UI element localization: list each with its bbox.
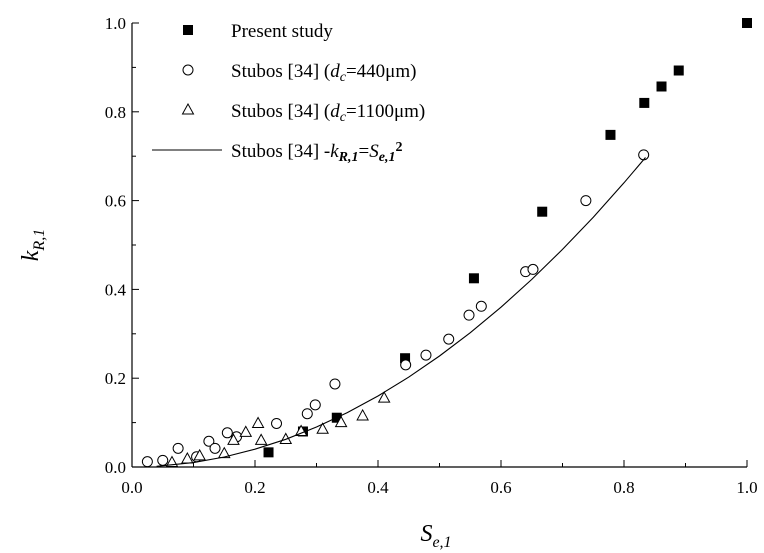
axis-titles: Se,1 kR,1: [18, 229, 452, 551]
legend-label-part: =440μm): [346, 61, 417, 82]
data-point-square: [468, 273, 479, 284]
x-tick-label: 0.0: [121, 478, 142, 497]
data-point-square: [263, 447, 274, 458]
data-point-square: [605, 129, 616, 140]
data-point-circle: [271, 417, 283, 429]
legend-label: Stubos [34] -kR,1=Se,12: [231, 140, 402, 165]
data-point-triangle: [356, 408, 369, 421]
legend-label-part: R,1: [338, 150, 359, 165]
data-point-circle: [527, 263, 539, 275]
data-point-triangle: [316, 422, 329, 434]
fit-curve-line: [156, 157, 646, 467]
legend-label: Stubos [34] (dc=440μm): [231, 61, 416, 85]
x-tick-label: 0.4: [367, 478, 389, 497]
legend-label-part: c: [340, 70, 347, 85]
data-point-square: [742, 18, 752, 28]
data-point-triangle: [279, 432, 293, 444]
data-point-circle: [309, 399, 321, 411]
legend-label-part: =: [359, 141, 370, 162]
data-point-circle: [209, 442, 221, 454]
y-tick-label: 1.0: [105, 14, 126, 33]
data-point-circle: [221, 427, 233, 439]
data-point-triangle: [239, 425, 253, 437]
y-axis-title-main: k: [18, 250, 44, 261]
y-tick-label: 0.4: [105, 280, 127, 299]
legend-label-part: =1100μm): [346, 101, 425, 122]
x-axis-title-main: S: [420, 521, 432, 547]
data-point-triangle: [181, 451, 194, 464]
data-point-triangle: [217, 446, 231, 459]
y-tick-label: 0.8: [105, 103, 126, 122]
data-point-triangle: [193, 448, 206, 461]
data-point-circle: [475, 300, 487, 312]
data-point-circle: [141, 456, 153, 468]
data-point-triangle: [251, 416, 265, 428]
legend-label-part: Stubos [34] (: [231, 61, 330, 82]
data-point-circle: [157, 454, 169, 466]
legend-label: Stubos [34] (dc=1100μm): [231, 101, 425, 125]
plot-area: [141, 18, 752, 468]
x-tick-label: 0.2: [244, 478, 265, 497]
data-point-circle: [329, 378, 341, 390]
legend-triangle-swatch: [181, 102, 195, 115]
data-point-triangle: [334, 415, 348, 428]
data-point-square: [656, 81, 667, 92]
data-point-square: [673, 65, 684, 76]
legend-label-part: e,1: [379, 150, 396, 165]
legend-label-part: Stubos [34] -: [231, 141, 330, 162]
x-axis-title-sub: e,1: [432, 534, 451, 551]
data-point-circle: [443, 333, 455, 345]
data-point-circle: [172, 442, 184, 454]
x-tick-label: 0.8: [613, 478, 634, 497]
legend-square-swatch: [183, 25, 193, 35]
data-point-triangle: [294, 424, 308, 436]
legend-label-part: d: [330, 101, 340, 122]
legend-label-part: c: [340, 110, 347, 125]
legend-label-part: Present study: [231, 21, 333, 42]
data-point-circle: [638, 149, 650, 161]
x-axis-title: Se,1: [420, 521, 451, 551]
data-point-triangle: [254, 433, 268, 445]
y-tick-label: 0.0: [105, 458, 126, 477]
data-point-circle: [203, 435, 215, 447]
data-point-triangle: [227, 433, 240, 445]
x-tick-label: 0.6: [490, 478, 511, 497]
y-tick-label: 0.2: [105, 369, 126, 388]
legend-circle-swatch: [182, 64, 194, 76]
x-tick-label: 1.0: [736, 478, 757, 497]
data-point-circle: [420, 349, 432, 361]
y-axis-title-sub: R,1: [31, 229, 48, 252]
data-point-circle: [301, 408, 313, 420]
data-point-square: [400, 353, 411, 364]
data-point-triangle: [377, 391, 391, 403]
data-point-square: [537, 206, 548, 217]
legend-label-part: Stubos [34] (: [231, 101, 330, 122]
ticks: 0.0 0.2 0.4 0.6 0.8 1.0 0.0 0.2 0.4 0.6 0.8 1.0: [105, 14, 758, 497]
data-point-circle: [400, 359, 412, 371]
data-point-circle: [580, 195, 592, 207]
legend-label-part: d: [330, 61, 340, 82]
data-point-square: [639, 97, 650, 108]
y-axis-title: kR,1: [18, 229, 48, 261]
legend-label: Present study: [231, 21, 333, 42]
legend-label-part: k: [330, 141, 339, 162]
axes: [131, 23, 747, 468]
y-tick-label: 0.6: [105, 192, 126, 211]
data-point-circle: [463, 309, 475, 321]
legend-label-part: 2: [395, 140, 402, 155]
legend-label-part: S: [369, 141, 379, 162]
